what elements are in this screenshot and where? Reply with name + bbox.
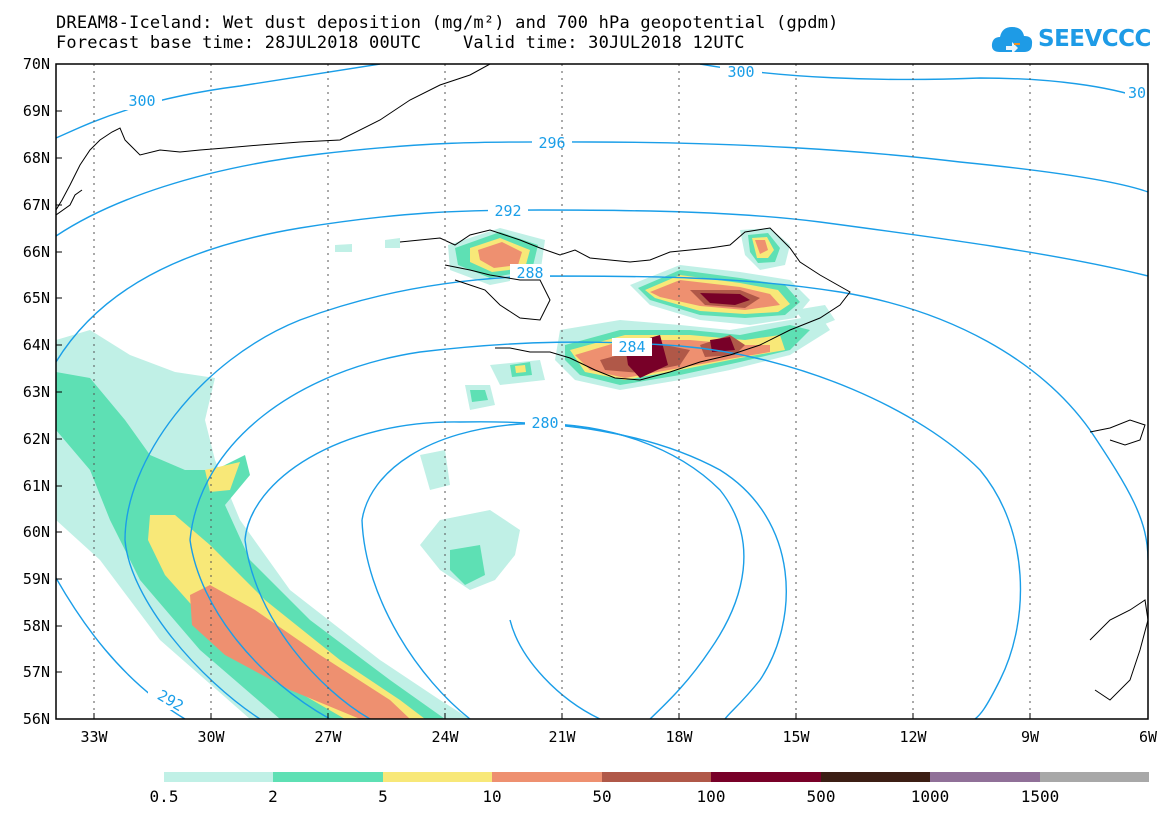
lat-label: 57N <box>23 663 50 681</box>
contour-280-tail <box>509 619 601 719</box>
legend-swatch <box>821 772 930 782</box>
lat-label: 64N <box>23 336 50 354</box>
lat-label: 63N <box>23 383 50 401</box>
legend-swatch <box>930 772 1040 782</box>
lat-label: 60N <box>23 523 50 541</box>
lon-label: 33W <box>80 728 108 746</box>
contour-284-south <box>189 539 331 719</box>
greenland-coast <box>56 64 491 211</box>
contour-label: 30 <box>1128 84 1146 102</box>
coastlines <box>56 64 1148 701</box>
legend-swatch <box>164 772 273 782</box>
legend-swatch <box>383 772 492 782</box>
contour-label: 288 <box>516 264 543 282</box>
lat-label: 70N <box>23 55 50 73</box>
lon-label: 6W <box>1139 728 1158 746</box>
dust-plume <box>56 330 470 719</box>
forecast-times: Forecast base time: 28JUL2018 00UTC Vali… <box>56 33 745 53</box>
lat-label: 65N <box>23 289 50 307</box>
lon-label: 9W <box>1021 728 1040 746</box>
contour-280 <box>361 422 745 719</box>
lat-label: 66N <box>23 243 50 261</box>
lat-label: 68N <box>23 149 50 167</box>
logo-text: SEEVCCC <box>1038 26 1151 52</box>
cloud-icon <box>991 27 1033 54</box>
contour-300-west <box>56 64 381 139</box>
contour-label: 296 <box>538 134 565 152</box>
contour-284 <box>189 341 1022 719</box>
contour-label: 280 <box>531 414 558 432</box>
lon-label: 24W <box>431 728 459 746</box>
lon-axis: 33W 30W 27W 24W 21W 18W 15W 12W 9W 6W <box>80 713 1158 746</box>
lon-label: 15W <box>782 728 810 746</box>
scotland-coast <box>1089 599 1148 701</box>
legend-tick-label: 50 <box>592 787 611 806</box>
contour-label: 300 <box>128 92 155 110</box>
legend-tick-label: 100 <box>697 787 726 806</box>
lat-label: 58N <box>23 617 50 635</box>
contour-288-south <box>124 539 261 719</box>
legend-tick-label: 5 <box>378 787 388 806</box>
contour-label-backgrounds <box>122 64 1148 710</box>
legend-colorbar: 0.5 2 5 10 50 100 500 1000 1500 <box>150 772 1149 806</box>
geopotential-contours <box>56 64 1148 719</box>
lat-axis: 70N 69N 68N 67N 66N 65N 64N 63N 62N 61N … <box>23 55 62 728</box>
legend-swatch <box>1040 772 1149 782</box>
legend-tick-label: 1500 <box>1021 787 1060 806</box>
contour-280-outer <box>244 421 787 719</box>
legend-swatch <box>602 772 711 782</box>
legend-swatch <box>273 772 383 782</box>
legend-swatch <box>492 772 602 782</box>
lon-label: 30W <box>197 728 225 746</box>
faroe-islands <box>1089 419 1146 446</box>
contour-300-east <box>699 64 1148 101</box>
legend-tick-label: 0.5 <box>150 787 179 806</box>
contour-label: 284 <box>618 338 645 356</box>
contour-288 <box>124 275 1148 561</box>
lon-label: 18W <box>665 728 693 746</box>
lon-label: 12W <box>899 728 927 746</box>
contour-280-outer-south <box>244 539 371 719</box>
lat-label: 67N <box>23 196 50 214</box>
legend-tick-label: 2 <box>268 787 278 806</box>
lon-label: 27W <box>314 728 342 746</box>
legend-tick-label: 10 <box>482 787 501 806</box>
lon-label: 21W <box>548 728 576 746</box>
contour-280-south <box>361 519 471 719</box>
lat-label: 61N <box>23 477 50 495</box>
dust-patches-south <box>420 360 545 590</box>
map-plot-area <box>56 64 1148 719</box>
contour-296 <box>56 141 1148 237</box>
lat-label: 56N <box>23 710 50 728</box>
legend-tick-label: 1000 <box>911 787 950 806</box>
iceland-west-fjords <box>444 264 551 321</box>
lat-label: 59N <box>23 570 50 588</box>
contour-labels: 300 300 30 296 292 288 284 280 292 <box>128 63 1146 715</box>
lat-label: 62N <box>23 430 50 448</box>
lat-label: 69N <box>23 102 50 120</box>
map-title: DREAM8-Iceland: Wet dust deposition (mg/… <box>56 13 839 33</box>
seevccc-logo: SEEVCCC <box>990 20 1165 58</box>
contour-label: 292 <box>494 202 521 220</box>
legend-tick-label: 500 <box>807 787 836 806</box>
contour-label: 300 <box>727 63 754 81</box>
iceland-coast <box>399 227 851 381</box>
legend-swatch <box>711 772 821 782</box>
greenland-coast-2 <box>56 189 83 216</box>
contour-292 <box>56 209 1148 363</box>
